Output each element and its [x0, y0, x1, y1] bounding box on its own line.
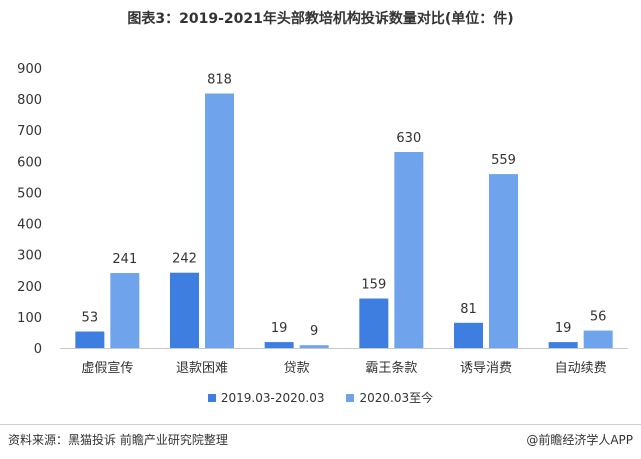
data-label: 241: [112, 252, 137, 267]
legend-label-series-2: 2020.03至今: [359, 391, 434, 405]
bar-2: [205, 93, 234, 348]
x-tick-label: 贷款: [284, 361, 310, 376]
data-label: 56: [590, 310, 607, 325]
data-label: 19: [271, 321, 288, 336]
bar-1: [454, 322, 483, 348]
legend-label-series-1: 2019.03-2020.03: [220, 390, 325, 405]
y-tick-label: 300: [17, 249, 42, 264]
x-tick-label: 退款困难: [176, 361, 228, 376]
bar-2: [489, 174, 518, 348]
data-label: 818: [207, 73, 232, 88]
x-tick-label: 诱导消费: [460, 361, 512, 376]
legend-swatch-series-1: [207, 393, 216, 402]
x-tick-label: 霸王条款: [365, 360, 417, 376]
bar-2: [394, 152, 424, 348]
data-label: 630: [396, 131, 421, 146]
bar-2: [299, 345, 329, 348]
brand-note: @前瞻经济学人APP: [526, 433, 633, 447]
data-label: 559: [491, 153, 516, 168]
y-tick-label: 700: [17, 124, 42, 139]
legend-swatch-series-2: [346, 393, 355, 402]
legend: 2019.03-2020.03 2020.03至今: [0, 389, 641, 406]
bar-2: [110, 273, 140, 348]
y-tick-label: 0: [34, 342, 42, 357]
x-tick-label: 自动续费: [555, 361, 607, 376]
bar-1: [75, 331, 105, 348]
y-tick-label: 500: [17, 186, 42, 201]
y-tick-label: 400: [17, 218, 42, 233]
footer-divider: [0, 424, 641, 425]
y-tick-label: 900: [17, 62, 42, 77]
bar-1: [359, 298, 389, 348]
source-note: 资料来源：黑猫投诉 前瞻产业研究院整理: [8, 433, 228, 447]
bar-2: [583, 330, 613, 348]
bar-1: [548, 342, 578, 348]
data-label: 81: [460, 302, 477, 317]
y-tick-label: 100: [17, 311, 42, 326]
data-label: 242: [172, 252, 197, 267]
bar-1: [264, 342, 294, 348]
data-label: 19: [555, 321, 572, 336]
legend-item-series-1: 2019.03-2020.03: [207, 389, 325, 406]
y-tick-label: 600: [17, 155, 42, 170]
legend-item-series-2: 2020.03至今: [346, 389, 433, 406]
y-tick-label: 800: [17, 93, 42, 108]
data-label: 9: [310, 324, 318, 339]
bar-1: [170, 272, 199, 348]
data-label: 159: [361, 278, 386, 293]
y-tick-label: 200: [17, 280, 42, 295]
chart-title: 图表3：2019-2021年头部教培机构投诉数量对比(单位：件): [127, 11, 514, 27]
data-label: 53: [82, 311, 99, 326]
x-tick-label: 虚假宣传: [81, 360, 133, 376]
